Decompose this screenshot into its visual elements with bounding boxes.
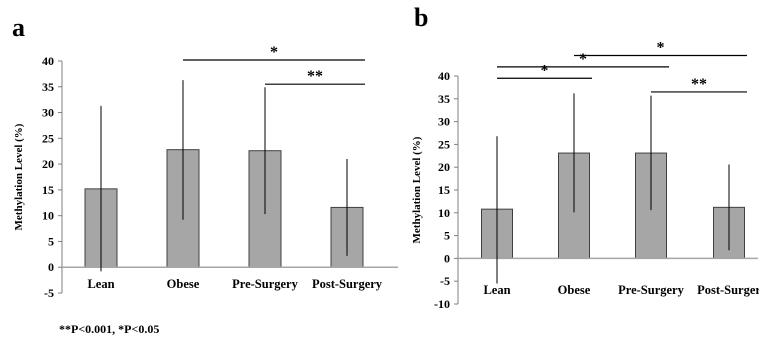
y-tick-label: 20 <box>438 160 450 174</box>
y-axis-label: Methylation Level (%) <box>411 136 423 243</box>
significance-marker: * <box>270 44 278 61</box>
y-tick-label: 5 <box>48 234 54 248</box>
y-tick-label: 0 <box>444 251 450 265</box>
y-axis-label: Methylation Level (%) <box>13 123 25 230</box>
y-tick-label: -10 <box>434 297 450 311</box>
y-tick-label: 20 <box>42 157 54 171</box>
category-label: Post-Surgery <box>312 277 383 291</box>
significance-footnote: **P<0.001, *P<0.05 <box>59 322 160 336</box>
y-tick-label: 25 <box>42 131 54 145</box>
category-label: Obese <box>558 283 591 297</box>
y-tick-label: 40 <box>42 54 54 68</box>
y-tick-label: 10 <box>438 206 450 220</box>
panel-letter: a <box>12 13 25 42</box>
significance-marker: ** <box>307 68 323 85</box>
y-tick-label: 40 <box>438 69 450 83</box>
significance-marker: ** <box>691 76 707 93</box>
significance-marker: * <box>541 62 549 79</box>
panel-a: a Methylation Level (%) -5 0 5 10 15 20 25 30 35 40… <box>12 13 398 300</box>
y-tick-label: -5 <box>44 286 54 300</box>
category-label: Obese <box>167 277 200 291</box>
y-tick-label: 25 <box>438 137 450 151</box>
y-tick-label: -5 <box>440 274 450 288</box>
category-label: Lean <box>87 277 114 291</box>
y-tick-label: 0 <box>48 260 54 274</box>
y-tick-label: 10 <box>42 209 54 223</box>
y-tick-label: 35 <box>42 80 54 94</box>
panel-b: b Methylation Level (%) -10 -5 0 5 10 15 20 25 30 3… <box>411 3 759 311</box>
category-label: Post-Surger <box>697 283 759 297</box>
panel-letter: b <box>414 3 428 32</box>
y-tick-label: 30 <box>438 115 450 129</box>
significance-marker: * <box>657 39 665 56</box>
y-tick-label: 35 <box>438 92 450 106</box>
y-tick-label: 30 <box>42 106 54 120</box>
category-label: Lean <box>483 283 510 297</box>
y-tick-label: 15 <box>438 183 450 197</box>
category-label: Pre-Surgery <box>232 277 298 291</box>
y-tick-label: 15 <box>42 183 54 197</box>
category-label: Pre-Surgery <box>618 283 684 297</box>
y-tick-label: 5 <box>444 229 450 243</box>
significance-marker: * <box>579 51 587 68</box>
